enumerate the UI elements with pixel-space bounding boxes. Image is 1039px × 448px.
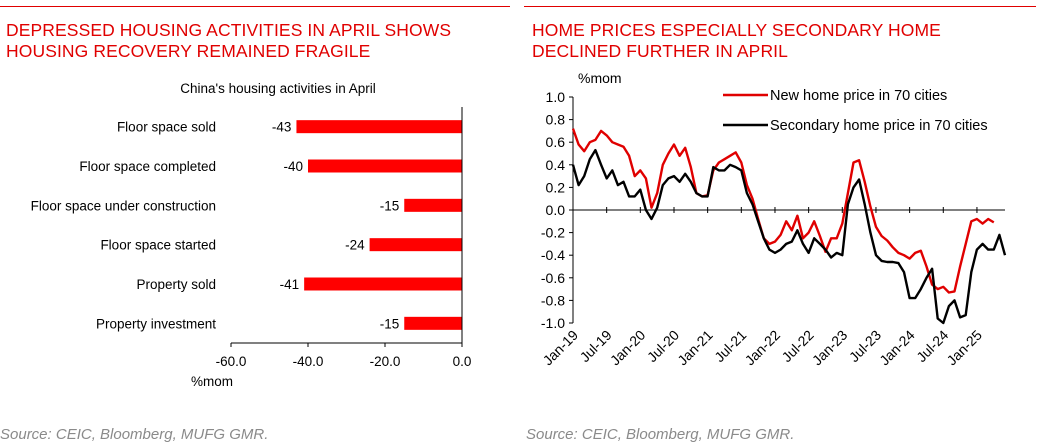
bar-3 — [404, 198, 462, 212]
line-y-tick-label: -0.6 — [541, 270, 565, 286]
right-top-rule — [524, 6, 1036, 7]
bar-category-label: Floor space completed — [79, 159, 216, 174]
new-home-price-line — [571, 128, 995, 294]
line-y-tick-label: -0.2 — [541, 225, 565, 241]
bar-value-label: -15 — [380, 316, 400, 331]
bar-value-label: -24 — [345, 238, 365, 253]
bar-x-tick-label: -40.0 — [293, 354, 324, 369]
line-x-tick-label: Jan-22 — [742, 327, 784, 369]
line-y-tick-label: 1.0 — [546, 89, 566, 105]
line-y-tick-label: -0.4 — [541, 247, 565, 263]
line-x-tick-label: Jan-24 — [876, 327, 918, 369]
left-panel-title: DEPRESSED HOUSING ACTIVITIES IN APRIL SH… — [6, 20, 452, 61]
secondary-home-price-line — [571, 148, 1007, 325]
legend-label: New home price in 70 cities — [770, 88, 947, 104]
bar-value-label: -41 — [280, 277, 300, 292]
right-panel: HOME PRICES ESPECIALLY SECONDARY HOME DE… — [520, 0, 1039, 448]
bar-category-label: Floor space under construction — [31, 198, 216, 213]
bar-chart-xlabel: %mom — [191, 374, 233, 389]
bar-category-label: Property investment — [96, 316, 216, 331]
line-y-tick-label: 0.8 — [546, 112, 566, 128]
bar-category-label: Floor space started — [100, 238, 216, 253]
bar-category-label: Property sold — [136, 277, 216, 292]
bar-4 — [369, 238, 462, 252]
bar-x-tick-label: -20.0 — [370, 354, 401, 369]
line-y-tick-label: -0.8 — [541, 292, 565, 308]
bar-x-tick-label: 0.0 — [453, 354, 472, 369]
left-top-rule — [0, 6, 510, 7]
bar-value-label: -15 — [380, 198, 400, 213]
bar-chart: China's housing activities in April Floo… — [31, 81, 472, 389]
bar-x-tick-label: -60.0 — [216, 354, 247, 369]
line-chart: %mom 1.0 0.8 0.6 0.4 0.2 0.0 -0.2 -0.4 -0.6 -0.8 -… — [540, 70, 1007, 369]
bar-chart-title: China's housing activities in April — [180, 81, 375, 96]
line-x-tick-label: Jan-19 — [540, 327, 582, 369]
line-x-tick-label: Jan-25 — [943, 327, 985, 369]
bar-value-label: -40 — [283, 159, 303, 174]
bar-value-label: -43 — [272, 120, 292, 135]
bar-1 — [296, 120, 462, 134]
bar-category-label: Floor space sold — [117, 120, 216, 135]
bar-6 — [404, 316, 462, 330]
line-y-tick-label: 0.6 — [546, 134, 566, 150]
right-panel-title: HOME PRICES ESPECIALLY SECONDARY HOME DE… — [532, 20, 941, 61]
bar-5 — [304, 277, 462, 291]
line-y-tick-label: -1.0 — [541, 315, 565, 331]
line-chart-ylabel: %mom — [578, 70, 622, 86]
line-x-tick-label: Jan-23 — [809, 327, 851, 369]
line-y-tick-label: 0.0 — [546, 202, 566, 218]
line-y-tick-label: 0.4 — [546, 157, 566, 173]
line-x-tick-label: Jan-21 — [674, 327, 716, 369]
bar-2 — [308, 159, 462, 173]
left-source-note: Source: CEIC, Bloomberg, MUFG GMR. — [0, 426, 269, 443]
line-y-tick-label: 0.2 — [546, 179, 566, 195]
left-panel: DEPRESSED HOUSING ACTIVITIES IN APRIL SH… — [0, 6, 510, 443]
line-x-tick-label: Jan-20 — [607, 327, 649, 369]
legend-label: Secondary home price in 70 cities — [770, 118, 988, 134]
right-source-note: Source: CEIC, Bloomberg, MUFG GMR. — [526, 426, 795, 443]
